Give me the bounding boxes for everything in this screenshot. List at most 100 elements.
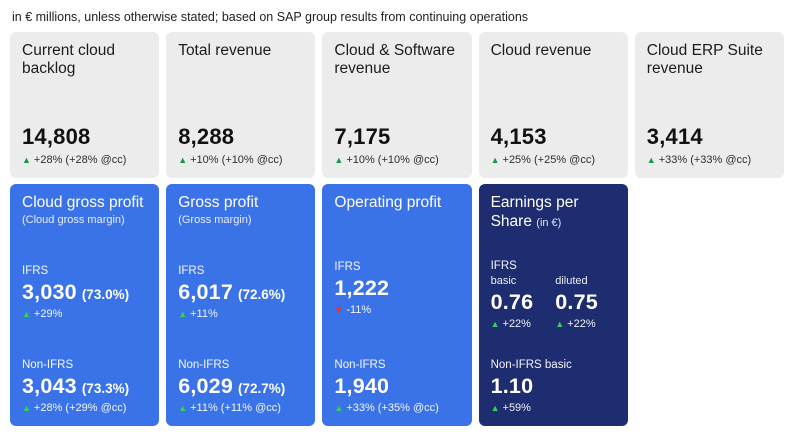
kpi-grid: Current cloud backlog 14,808 +28% (+28% … [10, 32, 784, 426]
kpi-value: 8,288 [178, 124, 235, 149]
kpi-card-operating-profit: Operating profit IFRS 1,222 -11% Non-IFR… [322, 184, 472, 426]
kpi-subtitle: (Cloud gross margin) [22, 213, 125, 226]
kpi-change: +25% (+25% @cc) [491, 154, 616, 166]
kpi-change-text: +29% [33, 307, 63, 320]
basis-label: Non-IFRS [334, 359, 386, 371]
basis-label: Non-IFRS [22, 359, 74, 371]
kpi-value: 7,175 [334, 124, 391, 149]
kpi-unit: (in €) [536, 216, 562, 229]
kpi-change: +29% [22, 308, 147, 320]
basis-label: IFRS [490, 260, 517, 273]
kpi-value: 4,153 [490, 124, 547, 149]
ifrs-section: IFRS basic 0.76 +22% diluted 0.75 +22% [491, 260, 616, 330]
kpi-value: 3,414 [646, 124, 703, 149]
kpi-card-cloud-erp-suite-revenue: Cloud ERP Suite revenue 3,414 +33% (+33%… [634, 32, 784, 178]
basis-label: IFRS [334, 260, 361, 273]
trend-arrow-icon [22, 155, 31, 165]
kpi-card-gross-profit: Gross profit (Gross margin) IFRS 6,017 (7… [166, 184, 316, 426]
basis-label: Non-IFRS basic [490, 359, 572, 371]
trend-arrow-icon [491, 319, 500, 329]
trend-arrow-icon [178, 309, 187, 319]
trend-arrow-icon [22, 403, 31, 413]
kpi-value: 1.10 [490, 374, 534, 398]
basis-label: Non-IFRS [178, 359, 230, 371]
kpi-margin: (72.7%) [238, 381, 286, 396]
card-header: Earnings per Share (in €) [491, 194, 616, 231]
basis-label: IFRS [178, 264, 205, 277]
non-ifrs-section: Non-IFRS 1,940 +33% (+35% @cc) [334, 359, 459, 414]
card-header: Cloud gross profit (Cloud gross margin) [22, 194, 147, 226]
kpi-value: 0.75 [555, 290, 598, 315]
kpi-value: 6,017 [178, 279, 233, 304]
trend-arrow-icon [334, 155, 343, 165]
kpi-title: Cloud gross profit [22, 194, 144, 211]
trend-arrow-icon [491, 155, 500, 165]
trend-arrow-icon [555, 319, 564, 329]
kpi-value: 6,029 [178, 374, 233, 398]
kpi-card-cloud-gross-profit: Cloud gross profit (Cloud gross margin) … [10, 184, 160, 426]
basis-label: IFRS [22, 264, 49, 277]
non-ifrs-section: Non-IFRS basic 1.10 +59% [491, 359, 616, 414]
card-header: Gross profit (Gross margin) [178, 194, 303, 226]
kpi-change: +11% [178, 308, 303, 320]
eps-diluted-column: diluted 0.75 +22% [555, 275, 598, 330]
trend-arrow-icon [178, 155, 187, 165]
kpi-title: Cloud & Software revenue [334, 42, 456, 78]
kpi-change-text: +28% (+29% @cc) [33, 402, 127, 414]
kpi-change-text: +33% (+35% @cc) [346, 402, 439, 414]
trend-arrow-icon [178, 403, 187, 413]
kpi-change: +10% (+10% @cc) [334, 154, 459, 166]
trend-arrow-icon [491, 403, 500, 413]
kpi-change: +33% (+33% @cc) [647, 154, 772, 166]
kpi-card-total-revenue: Total revenue 8,288 +10% (+10% @cc) [166, 32, 316, 178]
eps-diluted-label: diluted [555, 275, 588, 288]
kpi-change: +11% (+11% @cc) [178, 402, 303, 414]
kpi-margin: (72.6%) [238, 286, 286, 302]
kpi-title: Gross profit [178, 194, 259, 211]
kpi-change-text: +33% (+33% @cc) [658, 154, 752, 166]
kpi-title: Cloud revenue [490, 42, 592, 59]
trend-arrow-icon [334, 305, 343, 315]
kpi-change-text: +10% (+10% @cc) [346, 154, 439, 166]
kpi-subtitle [334, 214, 459, 218]
kpi-change: +28% (+28% @cc) [22, 154, 147, 166]
kpi-card-earnings-per-share: Earnings per Share (in €) IFRS basic 0.7… [478, 184, 628, 426]
kpi-change: +22% [555, 318, 598, 330]
kpi-title: Cloud ERP Suite revenue [646, 42, 763, 78]
eps-basic-column: basic 0.76 +22% [491, 275, 534, 330]
ifrs-section: IFRS 1,222 -11% [334, 261, 459, 316]
non-ifrs-section: Non-IFRS 6,029 (72.7%) +11% (+11% @cc) [178, 359, 303, 414]
kpi-value: 1,940 [334, 374, 390, 398]
kpi-change-text: +22% [502, 318, 531, 331]
kpi-value: 0.76 [490, 290, 534, 315]
kpi-change-text: +11% [190, 307, 218, 320]
kpi-subtitle: (Gross margin) [178, 213, 252, 226]
kpi-title-text: Earnings per Share [490, 194, 579, 230]
kpi-change: +33% (+35% @cc) [334, 402, 459, 414]
results-dashboard: in € millions, unless otherwise stated; … [0, 0, 794, 426]
kpi-card-cloud-software-revenue: Cloud & Software revenue 7,175 +10% (+10… [322, 32, 472, 178]
kpi-title: Total revenue [178, 42, 272, 59]
kpi-change-text: +28% (+28% @cc) [33, 154, 127, 166]
kpi-title: Earnings per Share (in €) [491, 194, 616, 231]
kpi-value: 1,222 [334, 275, 390, 300]
footnote: in € millions, unless otherwise stated; … [12, 10, 529, 24]
kpi-change-text: +11% (+11% @cc) [190, 402, 281, 414]
kpi-change-text: +10% (+10% @cc) [190, 154, 283, 166]
kpi-value: 14,808 [22, 124, 91, 149]
non-ifrs-section: Non-IFRS 3,043 (73.3%) +28% (+29% @cc) [22, 359, 147, 414]
card-header: Operating profit [334, 194, 459, 218]
kpi-change: +22% [491, 318, 534, 330]
kpi-change-text: +25% (+25% @cc) [502, 154, 596, 166]
kpi-value: 3,043 [22, 374, 77, 398]
eps-basic-label: basic [490, 275, 517, 288]
ifrs-section: IFRS 3,030(73.0%) +29% [22, 265, 147, 320]
kpi-card-current-cloud-backlog: Current cloud backlog 14,808 +28% (+28% … [10, 32, 160, 178]
kpi-change-text: +22% [567, 318, 596, 331]
trend-arrow-icon [22, 309, 31, 319]
kpi-change-text: +59% [502, 402, 531, 414]
eps-columns: basic 0.76 +22% diluted 0.75 +22% [491, 275, 616, 330]
kpi-change: +10% (+10% @cc) [178, 154, 303, 166]
trend-arrow-icon [647, 155, 656, 165]
kpi-title: Operating profit [334, 194, 442, 211]
